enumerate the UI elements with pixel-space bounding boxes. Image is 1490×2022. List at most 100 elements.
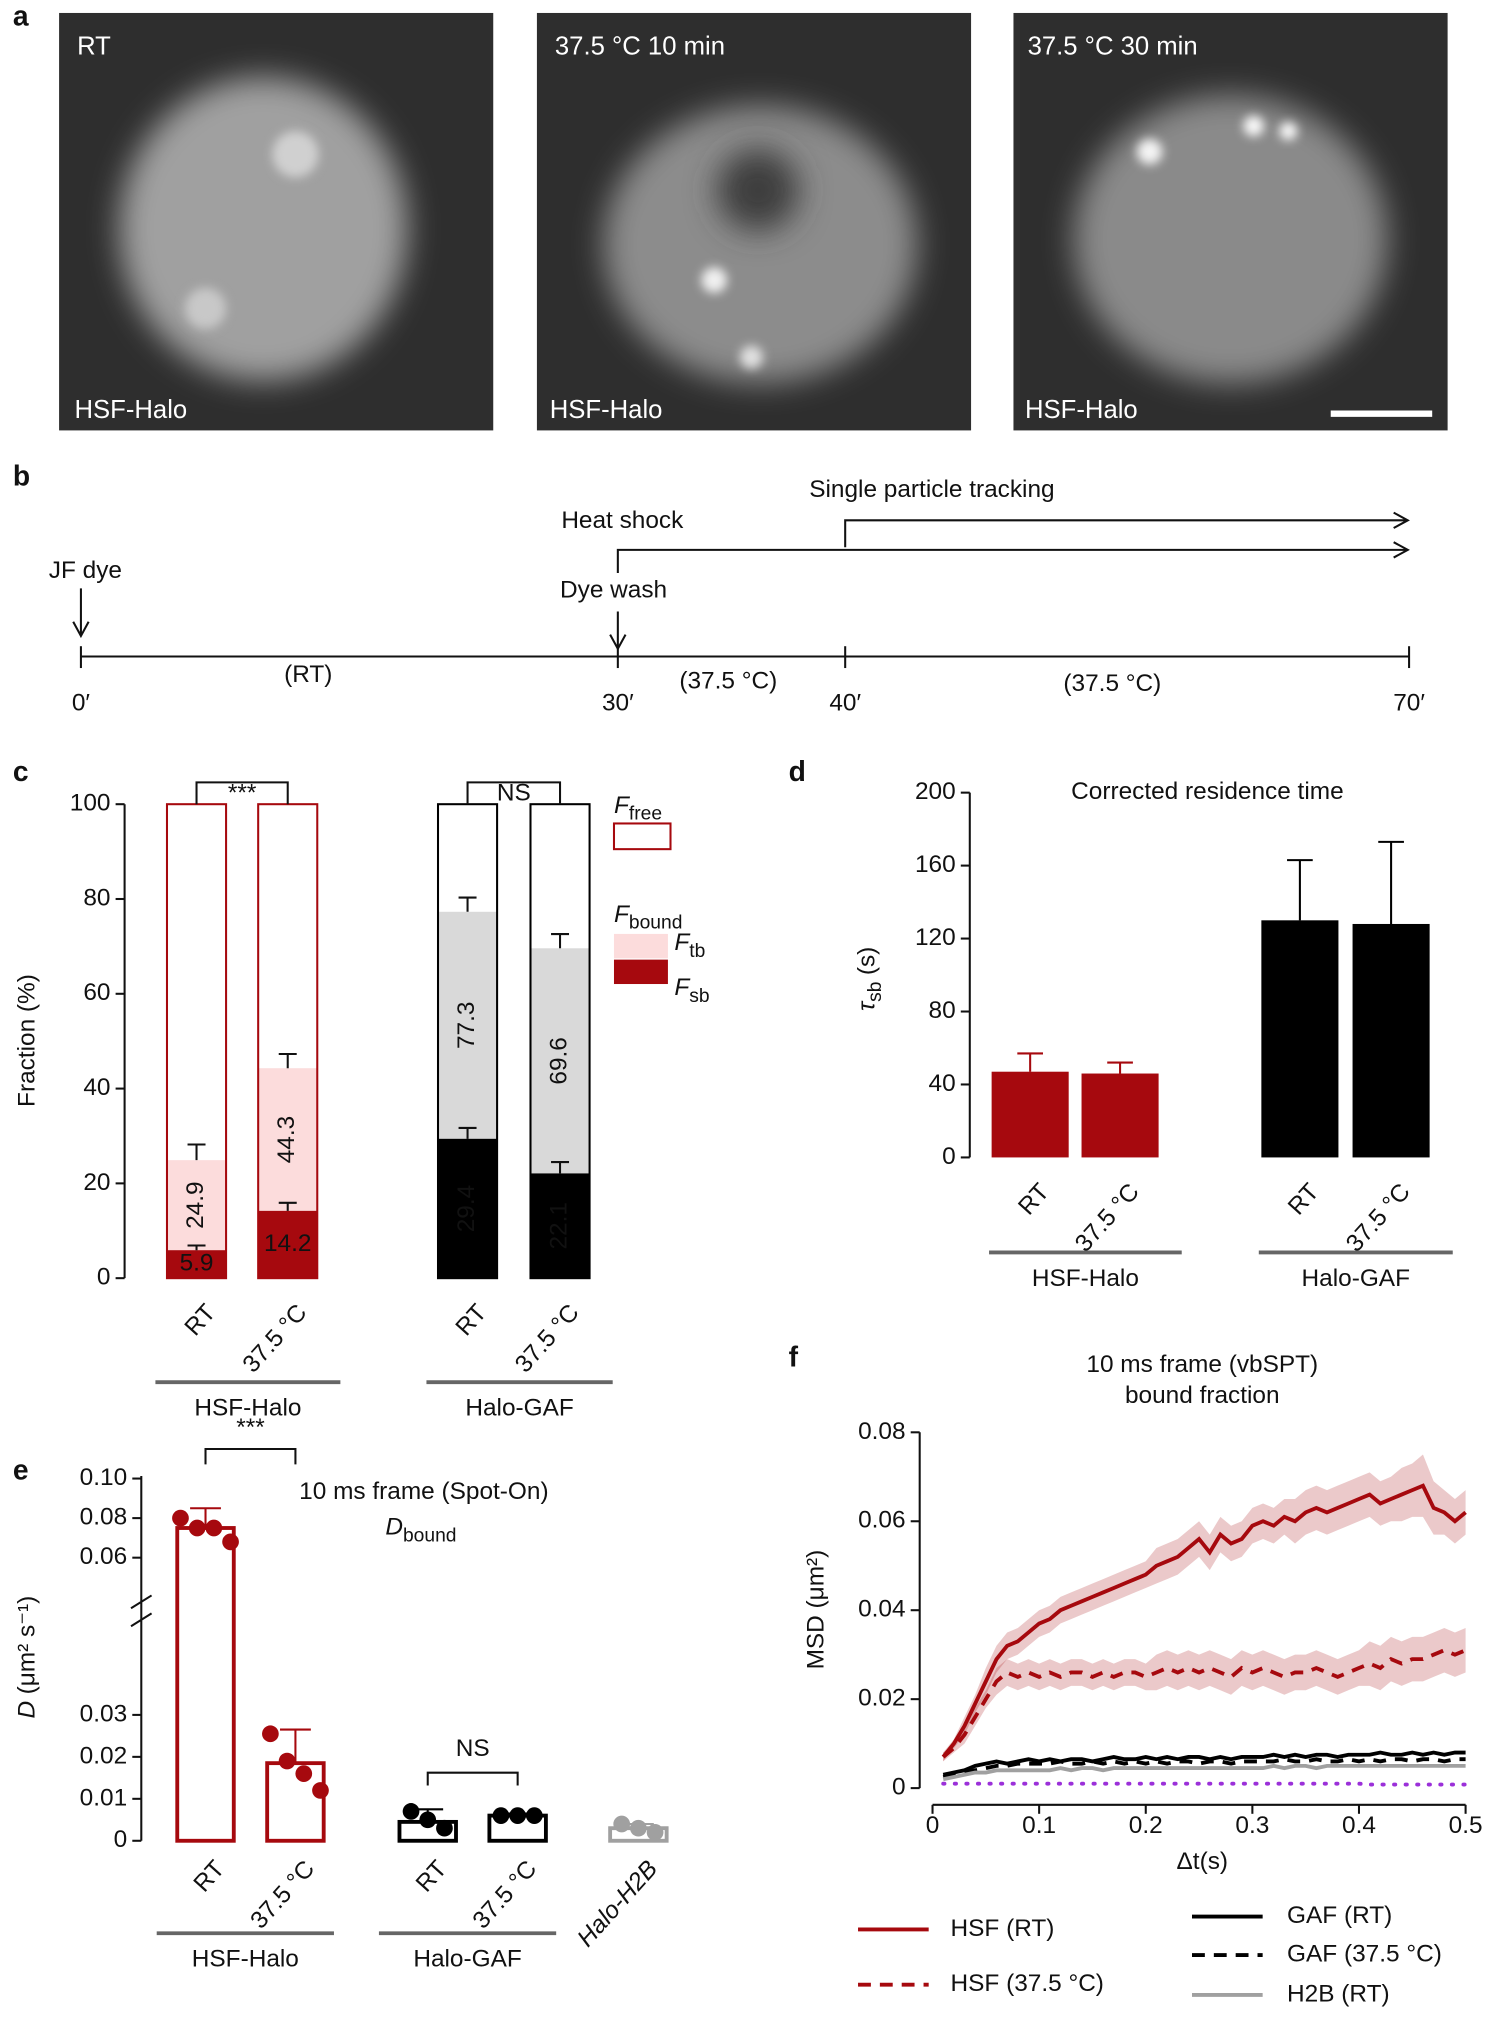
x-tick-label: RT <box>180 1299 222 1341</box>
group-label: HSF-Halo <box>194 1395 301 1422</box>
error-bar <box>280 1728 311 1764</box>
construct-label: HSF-Halo <box>1025 396 1138 424</box>
data-point <box>613 1815 631 1833</box>
bar <box>991 1071 1069 1158</box>
condition-label: RT <box>77 32 111 60</box>
value-label: 29.4 <box>453 1185 480 1232</box>
bar <box>1352 923 1430 1158</box>
y-tick-label: 0.01 <box>80 1784 127 1811</box>
data-point <box>222 1533 239 1551</box>
legend-label: Fsb <box>674 975 709 1007</box>
condition-label: 37.5 °C 30 min <box>1028 32 1198 60</box>
error-band <box>943 1628 1466 1762</box>
significance-bracket <box>195 781 289 805</box>
x-tick-label: RT <box>1283 1178 1325 1220</box>
bar-segment <box>258 1210 318 1279</box>
y-tick-label: 0 <box>892 1774 906 1801</box>
y-axis <box>130 1475 153 1841</box>
y-axis-label: τsb (s) <box>854 947 886 1011</box>
x-tick-label: 37.5 °C <box>1070 1179 1145 1258</box>
data-point <box>312 1782 329 1799</box>
y-tick-label: 0 <box>942 1143 956 1170</box>
legend-swatch <box>612 822 672 851</box>
y-tick-label: 0.02 <box>80 1742 127 1769</box>
panel-letter: f <box>789 1341 799 1373</box>
y-tick-label: 80 <box>929 997 956 1024</box>
data-point <box>630 1819 647 1837</box>
label-text: (μm² s⁻¹) <box>14 1596 41 1695</box>
y-tick-label: 100 <box>70 790 111 817</box>
significance-label: *** <box>236 1414 265 1441</box>
y-tick-label: 0.08 <box>80 1504 127 1531</box>
series-line <box>941 1483 1467 1759</box>
value-label: 77.3 <box>453 1002 480 1049</box>
error-bar <box>1378 840 1404 924</box>
y-tick-label: 40 <box>929 1070 956 1097</box>
x-tick-label: RT <box>451 1299 493 1341</box>
chart-subtitle: Dbound <box>385 1514 456 1546</box>
panel-letter: c <box>13 755 29 787</box>
legend-label: HSF (37.5 °C) <box>951 1970 1104 1997</box>
x-tick-label: 0.1 <box>1022 1812 1056 1839</box>
event-label: Heat shock <box>561 507 684 534</box>
x-axis-label: Δt(s) <box>1177 1848 1229 1875</box>
error-bar <box>551 933 570 949</box>
significance-label: NS <box>497 779 531 806</box>
error-bar <box>187 1244 206 1251</box>
error-bar <box>1017 1052 1043 1072</box>
error-bar <box>278 1201 297 1211</box>
data-point <box>295 1765 313 1782</box>
x-tick-label: 0.2 <box>1129 1812 1163 1839</box>
legend-swatch <box>613 933 668 959</box>
legend-label: Ffree <box>614 792 662 824</box>
data-point <box>509 1807 526 1824</box>
data-point <box>419 1811 437 1829</box>
y-tick-label: 0.06 <box>858 1507 905 1534</box>
series-line <box>942 1763 1466 1782</box>
phase-label: (37.5 °C) <box>1063 670 1161 697</box>
x-tick-label: 37.5 °C <box>468 1855 543 1934</box>
timepoint-label: 0′ <box>72 689 91 716</box>
phase-label: (37.5 °C) <box>679 668 777 695</box>
value-label: 69.6 <box>545 1037 572 1084</box>
error-bar <box>187 1143 206 1161</box>
error-bar <box>1107 1061 1133 1074</box>
y-tick-label: 20 <box>83 1169 110 1196</box>
data-point <box>278 1752 296 1770</box>
data-point <box>402 1803 420 1820</box>
legend-label: Ftb <box>674 930 705 962</box>
symbol: F <box>674 975 691 1002</box>
panel-letter: d <box>789 755 806 787</box>
x-tick-label: 0.5 <box>1449 1812 1483 1839</box>
legend-label: H2B (RT) <box>1287 1980 1390 2007</box>
y-tick-label: 0 <box>114 1826 128 1853</box>
micrograph: 37.5 °C 10 min HSF-Halo <box>536 12 972 431</box>
x-tick-label: Halo-H2B <box>572 1855 663 1952</box>
y-tick-label: 0 <box>97 1264 111 1291</box>
bar <box>265 1761 326 1843</box>
y-tick-label: 0.10 <box>80 1464 127 1491</box>
symbol: D <box>385 1514 403 1541</box>
x-tick-label: 37.5 °C <box>238 1299 313 1378</box>
x-tick-label: 0.3 <box>1235 1812 1269 1839</box>
group-label: Halo-GAF <box>1302 1265 1410 1292</box>
significance-bracket <box>466 781 562 805</box>
y-tick-label: 40 <box>83 1074 110 1101</box>
y-tick-label: 200 <box>915 778 956 805</box>
x-tick-label: 37.5 °C <box>245 1855 320 1934</box>
x-tick-label: 37.5 °C <box>1341 1179 1416 1258</box>
series-line <box>942 1750 1466 1777</box>
y-tick-label: 60 <box>83 979 110 1006</box>
phase-label: (RT) <box>284 661 332 688</box>
y-tick-label: 0.04 <box>858 1596 905 1623</box>
y-tick-label: 0.06 <box>80 1543 127 1570</box>
event-label: Single particle tracking <box>809 476 1054 503</box>
subscript: sb <box>865 982 886 1002</box>
value-label: 14.2 <box>264 1230 311 1257</box>
bar <box>175 1526 236 1843</box>
significance-label: NS <box>456 1735 490 1762</box>
symbol: F <box>614 792 631 819</box>
group-label: Halo-GAF <box>465 1395 573 1422</box>
